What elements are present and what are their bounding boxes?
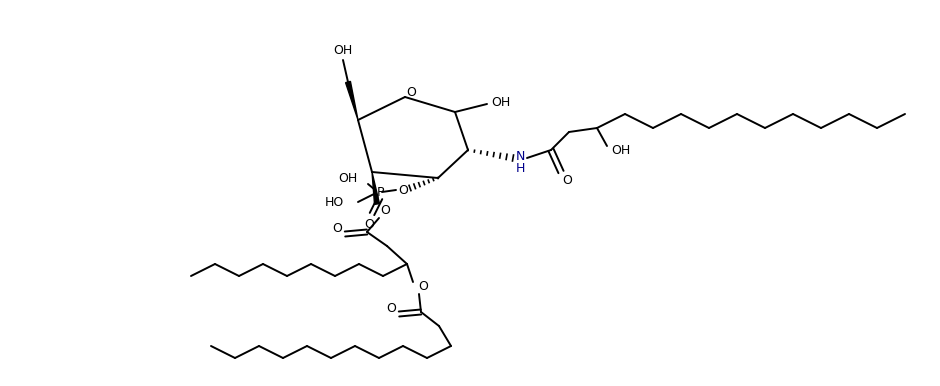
Text: P: P	[377, 186, 384, 198]
Text: HO: HO	[324, 195, 344, 208]
Text: O: O	[364, 218, 374, 232]
Text: N: N	[515, 149, 525, 163]
Text: OH: OH	[334, 44, 352, 56]
Text: O: O	[332, 222, 342, 235]
Text: OH: OH	[611, 144, 631, 156]
Text: O: O	[562, 173, 572, 186]
Polygon shape	[372, 172, 380, 204]
Text: OH: OH	[338, 171, 357, 185]
Text: O: O	[398, 183, 408, 196]
Text: O: O	[418, 281, 428, 293]
Text: OH: OH	[492, 95, 510, 108]
Text: O: O	[380, 203, 390, 217]
Polygon shape	[346, 81, 358, 120]
Text: O: O	[386, 301, 396, 315]
Text: H: H	[515, 161, 525, 174]
Text: O: O	[406, 86, 415, 98]
